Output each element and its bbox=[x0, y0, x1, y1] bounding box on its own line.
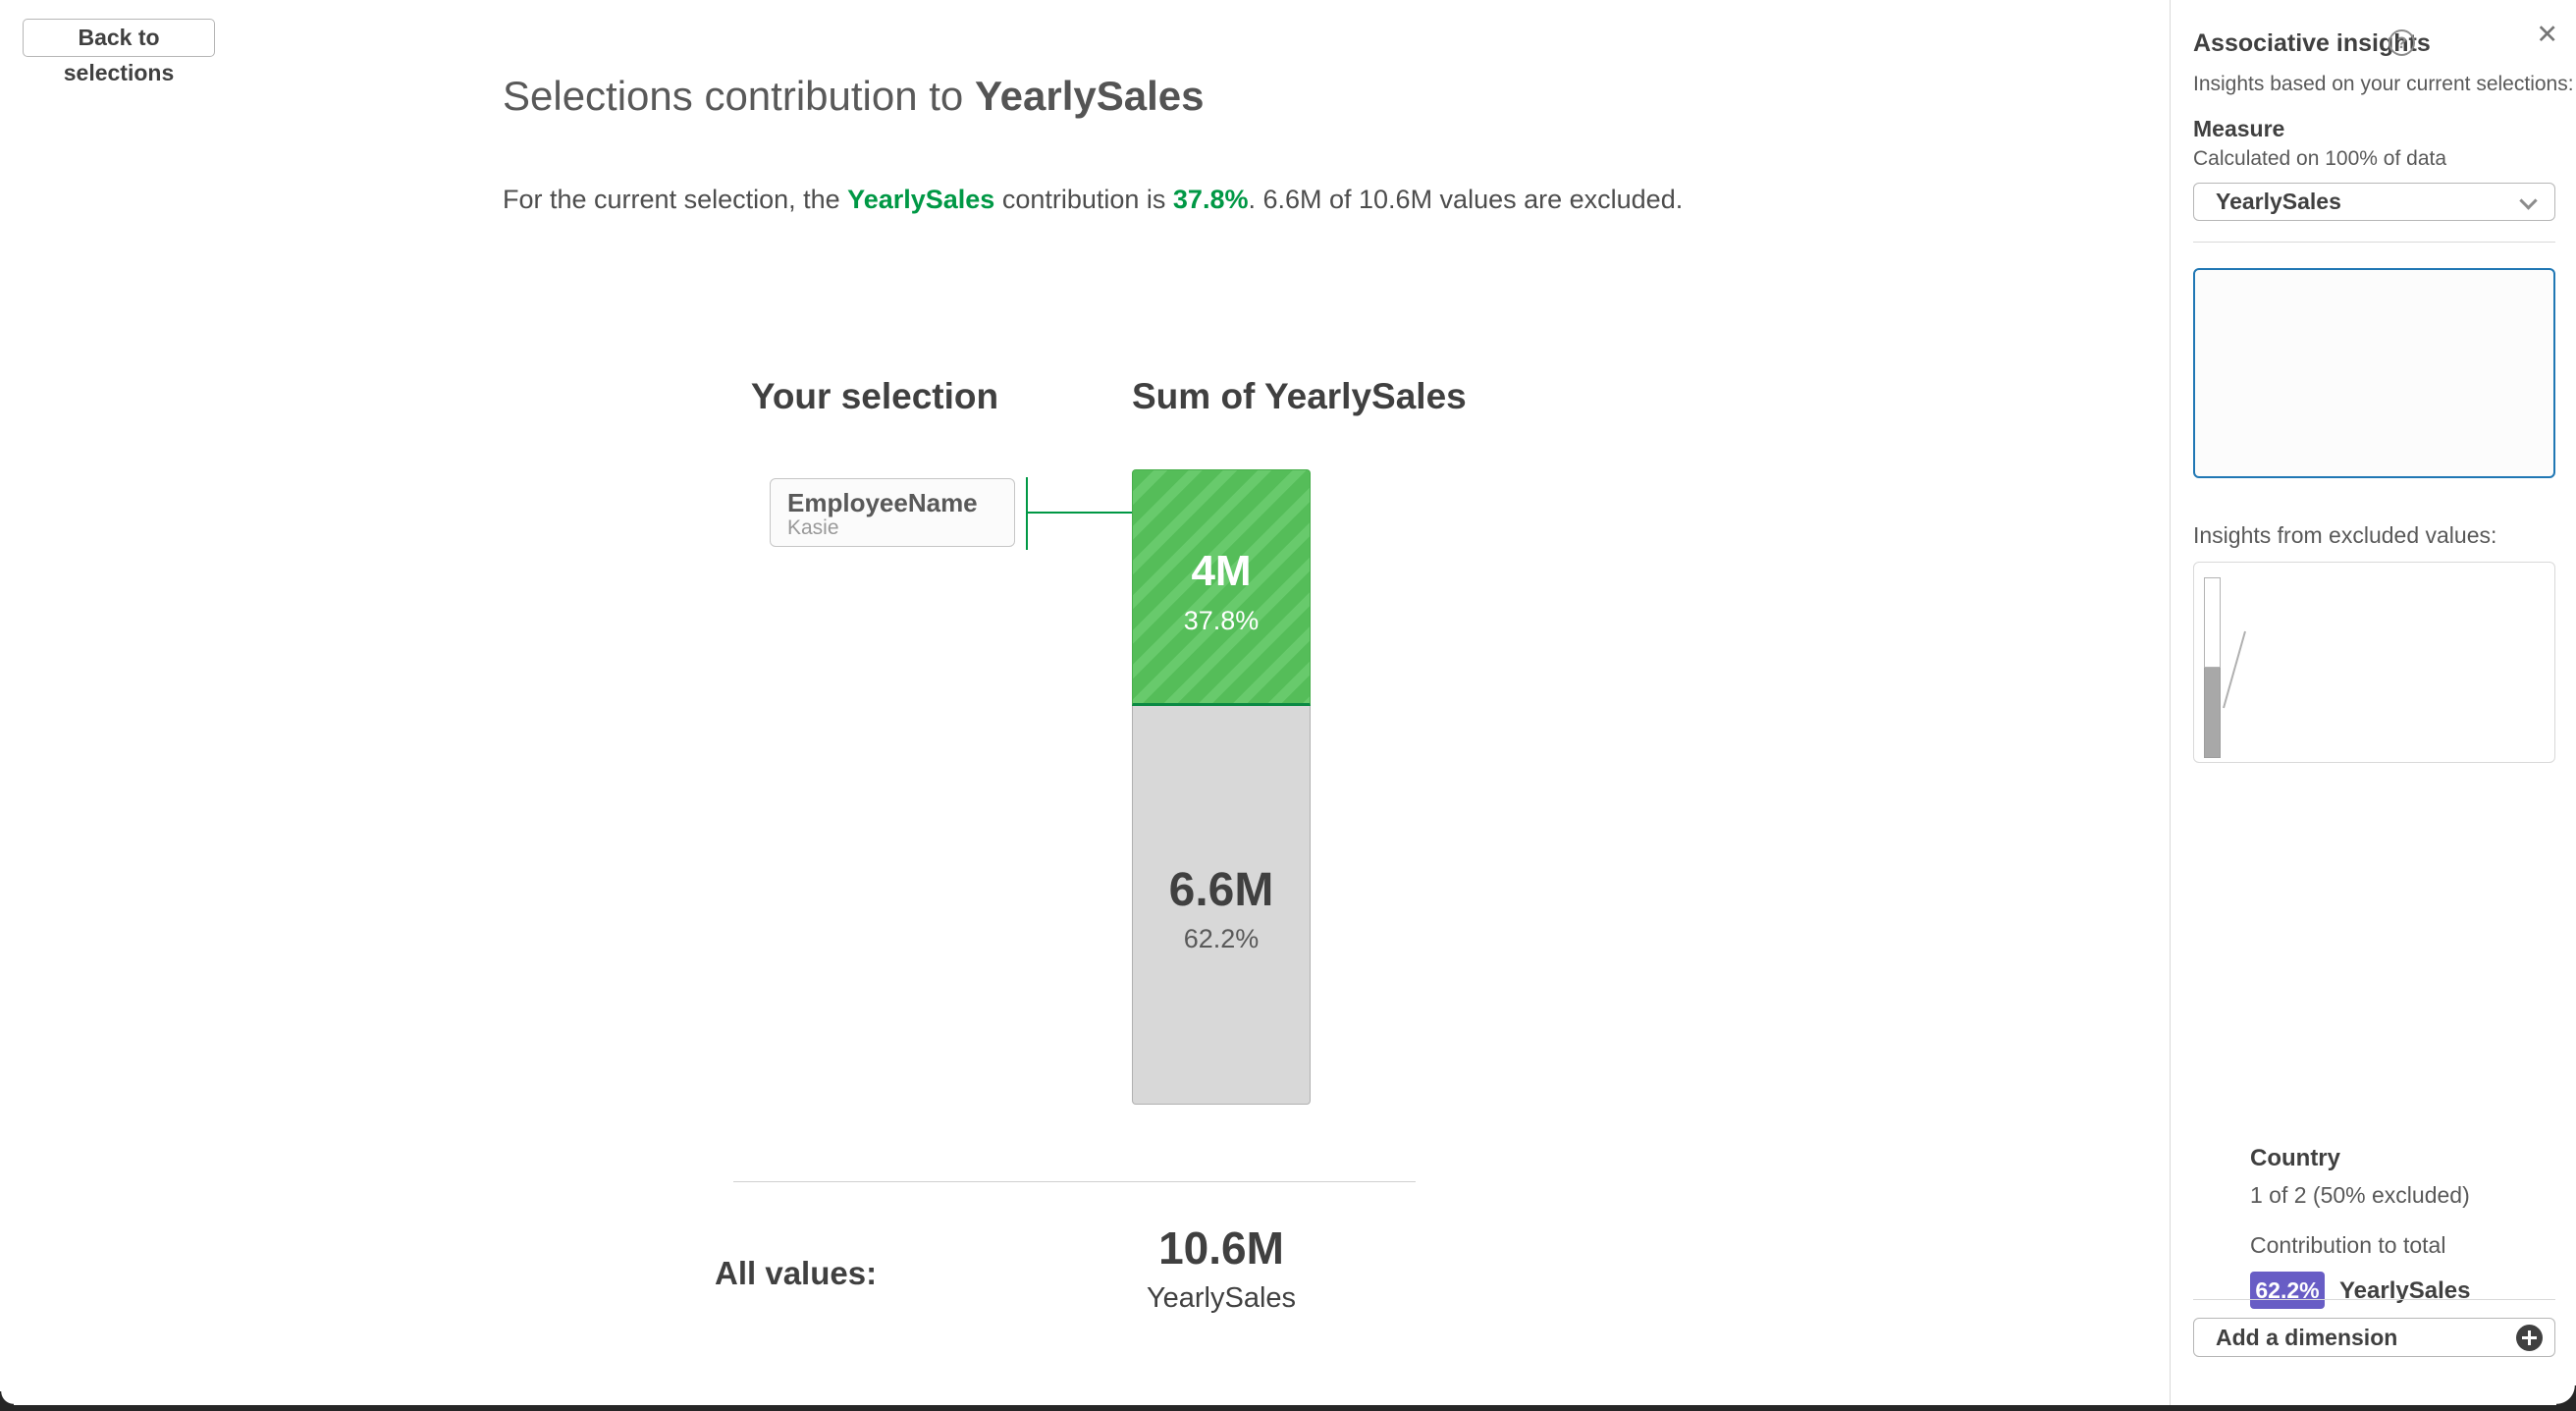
your-selection-header: Your selection bbox=[750, 376, 999, 416]
contribution-badge: 62.2% bbox=[2250, 1272, 2325, 1309]
bar-segment-selected: 4M 37.8% bbox=[1132, 469, 1311, 706]
subtitle-percent: 37.8% bbox=[1172, 185, 1249, 214]
insight-card-employeename[interactable]: EmployeeName (Your current selection) Co… bbox=[2193, 268, 2555, 723]
help-icon[interactable]: ? bbox=[2388, 29, 2415, 56]
page-title-measure: YearlySales bbox=[974, 73, 1205, 119]
total-measure-name: YearlySales bbox=[1146, 1282, 1297, 1314]
totals-divider bbox=[733, 1181, 1416, 1182]
close-icon[interactable]: ✕ bbox=[2536, 20, 2558, 49]
window-bottom-edge bbox=[0, 1405, 2576, 1411]
panel-subtitle: Insights based on your current selection… bbox=[2193, 73, 2574, 95]
excluded-insights-header: Insights from excluded values: bbox=[2193, 522, 2497, 548]
connector-horizontal-line bbox=[1028, 512, 1133, 514]
minibar-included-part bbox=[2204, 577, 2221, 668]
measure-dropdown[interactable]: YearlySales bbox=[2193, 183, 2555, 221]
bar-segment-excluded: 6.6M 62.2% bbox=[1132, 706, 1311, 1105]
measure-dropdown-value: YearlySales bbox=[2216, 189, 2341, 214]
connector-vertical-line bbox=[1026, 477, 1028, 550]
insight-card-country[interactable]: Country 1 of 2 (50% excluded) Contributi… bbox=[2193, 562, 2555, 1309]
selection-field-name: EmployeeName bbox=[787, 488, 978, 517]
contribution-measure: YearlySales bbox=[2339, 1277, 2471, 1304]
window-corner-left bbox=[0, 1391, 14, 1405]
measure-calculation-note: Calculated on 100% of data bbox=[2193, 147, 2447, 170]
window-corner-right bbox=[2556, 1385, 2576, 1405]
subtitle-measure: YearlySales bbox=[847, 185, 995, 214]
sum-of-measure-header: Sum of YearlySales bbox=[1132, 376, 1467, 416]
current-selection-card: EmployeeName Kasie bbox=[770, 478, 1015, 547]
excluded-value-label: 6.6M bbox=[1168, 864, 1274, 916]
page-title: Selections contribution to YearlySales bbox=[503, 73, 1205, 119]
associative-insights-panel: Associative insights ? ✕ Insights based … bbox=[2170, 0, 2576, 1411]
minibar-excluded-part bbox=[2204, 668, 2221, 758]
contribution-label: Contribution to total bbox=[2250, 1232, 2446, 1258]
total-value: 10.6M bbox=[1158, 1222, 1284, 1274]
excluded-percent-label: 62.2% bbox=[1183, 924, 1260, 953]
chevron-down-icon bbox=[2519, 191, 2538, 210]
sidebar-divider bbox=[2193, 1299, 2555, 1300]
selected-value-label: 4M bbox=[1191, 547, 1252, 595]
add-a-dimension-label: Add a dimension bbox=[2216, 1325, 2398, 1350]
sidebar-divider bbox=[2193, 242, 2555, 243]
measure-section-label: Measure bbox=[2193, 116, 2285, 141]
selected-percent-label: 37.8% bbox=[1183, 606, 1260, 635]
insight-note: 1 of 2 (50% excluded) bbox=[2250, 1182, 2470, 1208]
add-a-dimension-button[interactable]: Add a dimension bbox=[2193, 1318, 2555, 1357]
minibar-callout-line bbox=[2223, 630, 2246, 709]
excluded-ratio-minibar bbox=[2204, 577, 2221, 758]
selection-field-value: Kasie bbox=[787, 516, 839, 539]
plus-icon bbox=[2516, 1325, 2543, 1351]
insight-field-name: Country bbox=[2250, 1145, 2340, 1171]
all-values-label: All values: bbox=[715, 1255, 878, 1291]
selection-summary-text: For the current selection, the YearlySal… bbox=[503, 185, 1684, 214]
back-to-selections-button[interactable]: Back to selections bbox=[23, 19, 215, 85]
